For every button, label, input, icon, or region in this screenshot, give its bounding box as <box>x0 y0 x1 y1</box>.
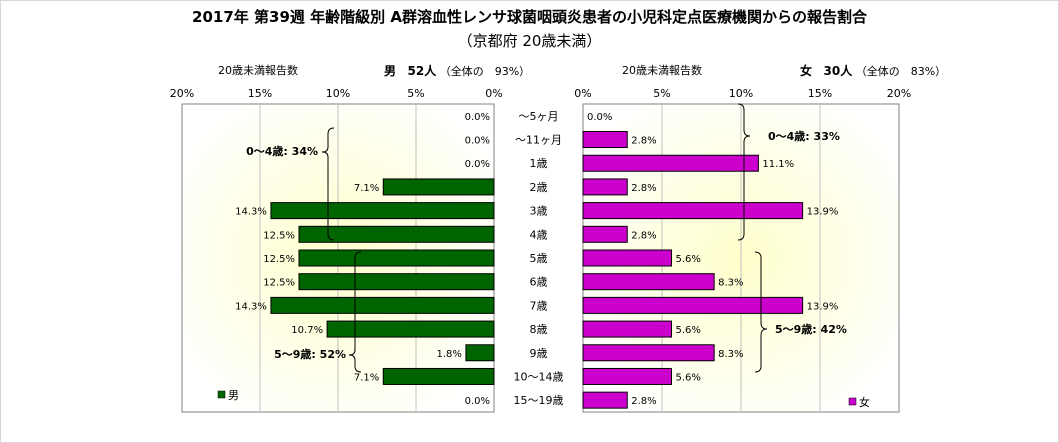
category-label: 4歳 <box>530 228 548 241</box>
female-value-label: 11.1% <box>762 159 794 170</box>
female-bar <box>582 344 715 362</box>
male-5-9-bracket-label: 5～9歳: 52% <box>274 347 346 361</box>
male-header-label: 20歳未満報告数 <box>218 64 298 77</box>
female-value-label: 0.0% <box>587 112 612 123</box>
male-bar <box>270 202 495 220</box>
female-value-label: 2.8% <box>631 396 656 407</box>
male-value-label: 12.5% <box>263 254 295 265</box>
category-label: 10～14歳 <box>514 370 564 383</box>
male-value-label: 14.3% <box>235 207 267 218</box>
male-value-label: 12.5% <box>263 278 295 289</box>
female-bar <box>582 178 628 196</box>
left-axis-tick-label: 0% <box>485 87 502 100</box>
female-bar <box>582 154 759 172</box>
female-count: 30人 <box>823 64 853 78</box>
category-label: 6歳 <box>530 276 548 289</box>
category-label: ～5ヶ月 <box>519 110 559 123</box>
female-legend: 女 <box>848 395 870 409</box>
female-value-label: 8.3% <box>718 278 743 289</box>
female-bar <box>582 273 715 291</box>
female-bar <box>582 296 804 314</box>
male-0-4-bracket-label: 0～4歳: 34% <box>246 144 318 158</box>
category-label: 1歳 <box>530 157 548 170</box>
female-0-4-bracket <box>737 103 751 241</box>
female-header-label: 20歳未満報告数 <box>622 64 702 77</box>
female-bar <box>582 320 672 338</box>
female-bar <box>582 225 628 243</box>
male-bar <box>382 367 495 385</box>
category-label: 9歳 <box>530 347 548 360</box>
category-label: ～11ヶ月 <box>515 134 562 147</box>
category-label: 15～19歳 <box>514 394 564 407</box>
female-value-label: 2.8% <box>631 183 656 194</box>
male-bar <box>382 178 495 196</box>
category-label: 8歳 <box>530 323 548 336</box>
female-0-4-bracket-label: 0～4歳: 33% <box>768 129 840 143</box>
female-bar <box>582 367 672 385</box>
female-bar <box>582 131 628 149</box>
female-value-label: 2.8% <box>631 136 656 147</box>
male-summary: 男 52人 （全体の 93%） <box>384 62 530 79</box>
male-value-label: 1.8% <box>437 349 462 360</box>
female-bar <box>582 249 672 267</box>
male-value-label: 0.0% <box>465 396 490 407</box>
female-value-label: 2.8% <box>631 230 656 241</box>
right-axis-tick-label: 10% <box>729 87 753 100</box>
left-axis-tick-label: 5% <box>407 87 424 100</box>
male-bar <box>298 225 495 243</box>
male-value-label: 0.0% <box>465 159 490 170</box>
male-legend-swatch <box>217 390 226 399</box>
female-sex-label: 女 <box>800 64 813 78</box>
chart-subtitle: （京都府 20歳未満） <box>457 32 602 50</box>
male-5-9-bracket <box>348 251 362 373</box>
male-bar <box>326 320 495 338</box>
male-value-label: 7.1% <box>354 372 379 383</box>
male-bar <box>298 249 495 267</box>
female-value-label: 5.6% <box>675 372 700 383</box>
female-bar <box>582 202 804 220</box>
male-bar <box>298 273 495 291</box>
right-axis-tick-label: 20% <box>887 87 911 100</box>
female-legend-swatch <box>848 397 857 406</box>
male-sex-label: 男 <box>384 64 397 78</box>
female-value-label: 5.6% <box>675 254 700 265</box>
male-value-label: 7.1% <box>354 183 379 194</box>
female-summary: 女 30人 （全体の 83%） <box>800 62 946 79</box>
male-0-4-bracket <box>321 127 335 241</box>
category-label: 5歳 <box>530 252 548 265</box>
female-5-9-bracket <box>754 251 768 373</box>
female-value-label: 8.3% <box>718 349 743 360</box>
male-value-label: 0.0% <box>465 136 490 147</box>
female-share: （全体の 83%） <box>855 65 947 78</box>
female-bar <box>582 391 628 409</box>
category-label: 2歳 <box>530 181 548 194</box>
male-value-label: 10.7% <box>291 325 323 336</box>
male-bar <box>270 296 495 314</box>
male-count: 52人 <box>407 64 437 78</box>
female-value-label: 13.9% <box>807 301 839 312</box>
female-5-9-bracket-label: 5～9歳: 42% <box>775 322 847 336</box>
left-axis-tick-label: 15% <box>248 87 272 100</box>
male-legend-label: 男 <box>228 389 239 402</box>
right-axis-tick-label: 0% <box>574 87 591 100</box>
male-legend: 男 <box>217 389 239 402</box>
male-value-label: 14.3% <box>235 301 267 312</box>
right-axis-tick-label: 5% <box>653 87 670 100</box>
female-value-label: 5.6% <box>675 325 700 336</box>
female-legend-label: 女 <box>859 395 870 409</box>
category-label: 7歳 <box>530 299 548 312</box>
male-value-label: 12.5% <box>263 230 295 241</box>
chart-title: 2017年 第39週 年齢階級別 A群溶血性レンサ球菌咽頭炎患者の小児科定点医療… <box>192 8 867 26</box>
male-share: （全体の 93%） <box>439 65 531 78</box>
female-value-label: 13.9% <box>807 207 839 218</box>
left-axis-tick-label: 20% <box>170 87 194 100</box>
male-bar <box>465 344 495 362</box>
category-label: 3歳 <box>530 205 548 218</box>
left-axis-tick-label: 10% <box>326 87 350 100</box>
right-axis-tick-label: 15% <box>808 87 832 100</box>
male-value-label: 0.0% <box>465 112 490 123</box>
